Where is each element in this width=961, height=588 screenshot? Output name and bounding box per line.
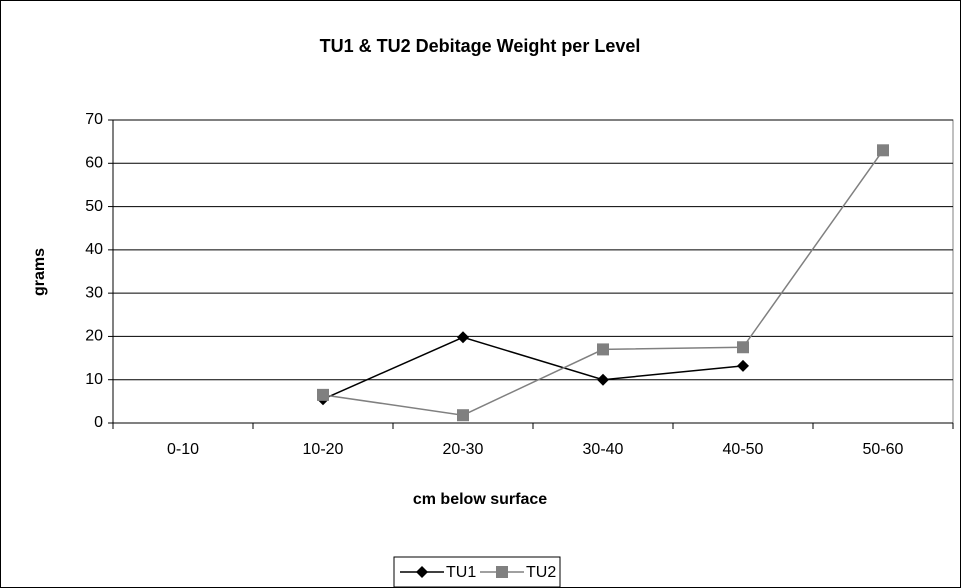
marker bbox=[457, 409, 469, 422]
marker bbox=[737, 341, 749, 354]
y-tick-label: 50 bbox=[85, 198, 103, 215]
marker bbox=[457, 331, 469, 344]
y-tick-label: 20 bbox=[85, 328, 103, 345]
x-tick-label: 50-60 bbox=[863, 441, 904, 458]
legend-label: TU1 bbox=[446, 564, 476, 581]
legend-marker bbox=[496, 566, 508, 578]
x-tick-label: 20-30 bbox=[443, 441, 484, 458]
x-tick-label: 30-40 bbox=[583, 441, 624, 458]
x-tick-label: 0-10 bbox=[167, 441, 199, 458]
y-tick-label: 70 bbox=[85, 111, 103, 128]
y-tick-label: 60 bbox=[85, 155, 103, 172]
legend: TU1 TU2 bbox=[393, 556, 561, 588]
marker bbox=[317, 388, 329, 401]
x-axis-title: cm below surface bbox=[413, 491, 547, 508]
x-tick-label: 40-50 bbox=[723, 441, 764, 458]
chart-title: TU1 & TU2 Debitage Weight per Level bbox=[320, 36, 641, 56]
y-tick-label: 0 bbox=[94, 414, 103, 431]
y-axis-title: grams bbox=[31, 248, 48, 296]
x-tick-label: 10-20 bbox=[303, 441, 344, 458]
marker bbox=[877, 144, 889, 157]
marker bbox=[737, 359, 749, 372]
y-tick-label: 40 bbox=[85, 241, 103, 258]
legend-label: TU2 bbox=[526, 564, 556, 581]
marker bbox=[597, 343, 609, 356]
y-tick-label: 30 bbox=[85, 284, 103, 301]
legend-marker bbox=[416, 566, 428, 578]
series-line bbox=[322, 336, 744, 400]
plot-area bbox=[112, 119, 954, 424]
y-tick-label: 10 bbox=[85, 371, 103, 388]
marker bbox=[597, 373, 609, 386]
